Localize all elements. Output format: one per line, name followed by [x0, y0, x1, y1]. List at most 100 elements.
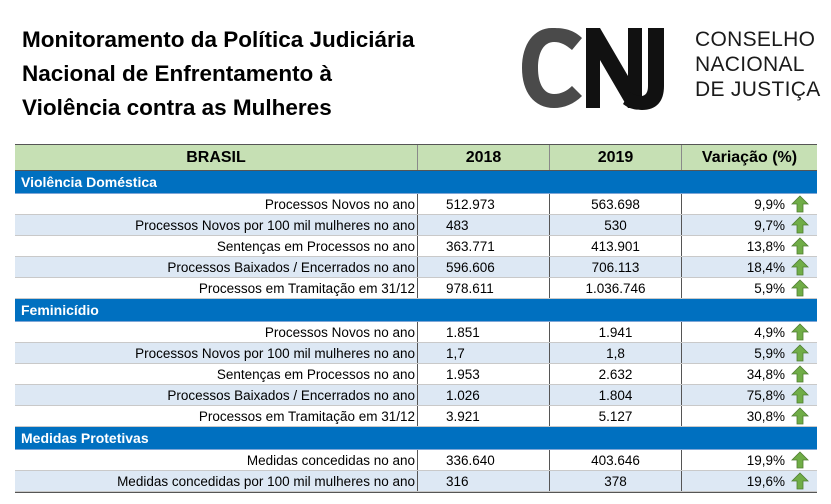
row-label: Sentenças em Processos no ano: [15, 236, 418, 256]
value-2019-text: 403.646: [591, 452, 640, 468]
row-label-text: Medidas concedidas no ano: [246, 452, 415, 468]
value-2019-text: 1.941: [598, 324, 633, 340]
value-variacao-text: 18,4%: [746, 259, 785, 275]
row-label: Processos Baixados / Encerrados no ano: [15, 257, 418, 277]
cnj-logo-text: CONSELHO NACIONAL DE JUSTIÇA: [695, 27, 821, 102]
value-variacao-text: 75,8%: [746, 387, 785, 403]
value-2019: 1,8: [550, 343, 682, 363]
arrow-up-icon: [791, 237, 809, 255]
value-variacao: 19,9%: [682, 450, 817, 470]
value-2019-text: 378: [604, 473, 627, 489]
value-variacao-text: 9,7%: [754, 217, 785, 233]
table-row: Sentenças em Processos no ano 363.771 413.…: [15, 236, 817, 257]
row-label-text: Processos em Tramitação em 31/12: [198, 408, 415, 424]
value-2018: 1.026: [418, 385, 550, 405]
value-2018: 363.771: [418, 236, 550, 256]
data-table: BRASIL 2018 2019 Variação (%) Violência …: [15, 144, 817, 493]
table-header: BRASIL 2018 2019 Variação (%): [15, 144, 817, 171]
value-2019: 2.632: [550, 364, 682, 384]
value-2019-text: 1.804: [598, 387, 633, 403]
logo-line-1: CONSELHO: [695, 28, 816, 51]
value-2019-text: 1,8: [606, 345, 625, 361]
value-2018: 483: [418, 215, 550, 235]
value-2019: 403.646: [550, 450, 682, 470]
value-variacao: 9,7%: [682, 215, 817, 235]
value-variacao-text: 19,6%: [746, 473, 785, 489]
title-line-2: Nacional de Enfrentamento à: [22, 61, 333, 86]
value-2018-text: 336.640: [446, 452, 495, 468]
cnj-logo: CONSELHO NACIONAL DE JUSTIÇA: [520, 24, 820, 114]
value-2018-text: 316: [446, 473, 469, 489]
value-2019-text: 2.632: [598, 366, 633, 382]
value-2019-text: 563.698: [591, 196, 640, 212]
table-row: Processos Novos por 100 mil mulheres no …: [15, 343, 817, 364]
table-row: Medidas concedidas no ano 336.640 403.646 1…: [15, 450, 817, 471]
value-variacao: 18,4%: [682, 257, 817, 277]
section-header: Feminicídio: [15, 299, 817, 322]
value-variacao-text: 5,9%: [754, 345, 785, 361]
table-row: Processos Baixados / Encerrados no ano 59…: [15, 257, 817, 278]
value-2018-text: 1.026: [446, 387, 480, 403]
table-row: Processos Baixados / Encerrados no ano 1.…: [15, 385, 817, 406]
value-2018: 512.973: [418, 194, 550, 214]
value-2019: 1.804: [550, 385, 682, 405]
value-2018-text: 978.611: [446, 280, 494, 296]
value-2019: 378: [550, 471, 682, 491]
value-2019-text: 706.113: [591, 259, 640, 275]
section-header: Medidas Protetivas: [15, 427, 817, 450]
value-2019-text: 1.036.746: [585, 280, 646, 296]
cnj-logo-mark: [522, 28, 664, 110]
value-2018: 978.611: [418, 278, 550, 298]
arrow-up-icon: [791, 323, 809, 341]
row-label: Processos em Tramitação em 31/12: [15, 406, 418, 426]
value-variacao-text: 19,9%: [746, 452, 785, 468]
section-title: Violência Doméstica: [21, 174, 157, 190]
table-body: Violência Doméstica Processos Novos no an…: [15, 171, 817, 492]
header-variacao: Variação (%): [701, 148, 798, 166]
row-label: Processos Novos no ano: [15, 194, 418, 214]
value-2019: 1.036.746: [550, 278, 682, 298]
value-2019: 706.113: [550, 257, 682, 277]
header-brasil: BRASIL: [15, 145, 418, 170]
arrow-up-icon: [791, 386, 809, 404]
row-label-text: Processos Baixados / Encerrados no ano: [167, 387, 415, 403]
value-variacao: 4,9%: [682, 322, 817, 342]
row-label: Processos em Tramitação em 31/12: [15, 278, 418, 298]
logo-line-2: NACIONAL: [695, 53, 805, 76]
value-2019: 1.941: [550, 322, 682, 342]
row-label-text: Sentenças em Processos no ano: [216, 366, 415, 382]
arrow-up-icon: [791, 365, 809, 383]
row-label: Medidas concedidas no ano: [15, 450, 418, 470]
arrow-up-icon: [791, 407, 809, 425]
arrow-up-icon: [791, 279, 809, 297]
header-2018: 2018: [418, 145, 550, 170]
title-line-1: Monitoramento da Política Judiciária: [22, 27, 415, 52]
arrow-up-icon: [791, 216, 809, 234]
row-label-text: Medidas concedidas por 100 mil mulheres …: [117, 473, 415, 489]
value-2018-text: 483: [446, 217, 469, 233]
row-label: Medidas concedidas por 100 mil mulheres …: [15, 471, 418, 491]
value-2018-text: 1.953: [446, 366, 480, 382]
value-2018: 3.921: [418, 406, 550, 426]
row-label: Processos Novos por 100 mil mulheres no …: [15, 215, 418, 235]
value-2018: 316: [418, 471, 550, 491]
row-label-text: Processos Novos no ano: [264, 324, 415, 340]
value-variacao-text: 9,9%: [754, 196, 785, 212]
arrow-up-icon: [791, 451, 809, 469]
value-2018-text: 512.973: [446, 196, 495, 212]
value-2019: 563.698: [550, 194, 682, 214]
value-variacao-text: 34,8%: [746, 366, 785, 382]
value-variacao-text: 5,9%: [754, 280, 785, 296]
table-row: Processos em Tramitação em 31/12 978.611 1…: [15, 278, 817, 299]
row-label-text: Processos Baixados / Encerrados no ano: [167, 259, 415, 275]
value-2019-text: 530: [604, 217, 627, 233]
table-row: Processos em Tramitação em 31/12 3.921 5.1…: [15, 406, 817, 427]
value-2018-text: 3.921: [446, 408, 480, 424]
value-2018-text: 1.851: [446, 324, 480, 340]
table-row: Processos Novos no ano 1.851 1.941 4,9%: [15, 322, 817, 343]
row-label-text: Processos Novos no ano: [264, 196, 415, 212]
value-2019: 530: [550, 215, 682, 235]
value-variacao: 19,6%: [682, 471, 817, 491]
row-label: Processos Novos por 100 mil mulheres no …: [15, 343, 418, 363]
value-2018: 1.953: [418, 364, 550, 384]
